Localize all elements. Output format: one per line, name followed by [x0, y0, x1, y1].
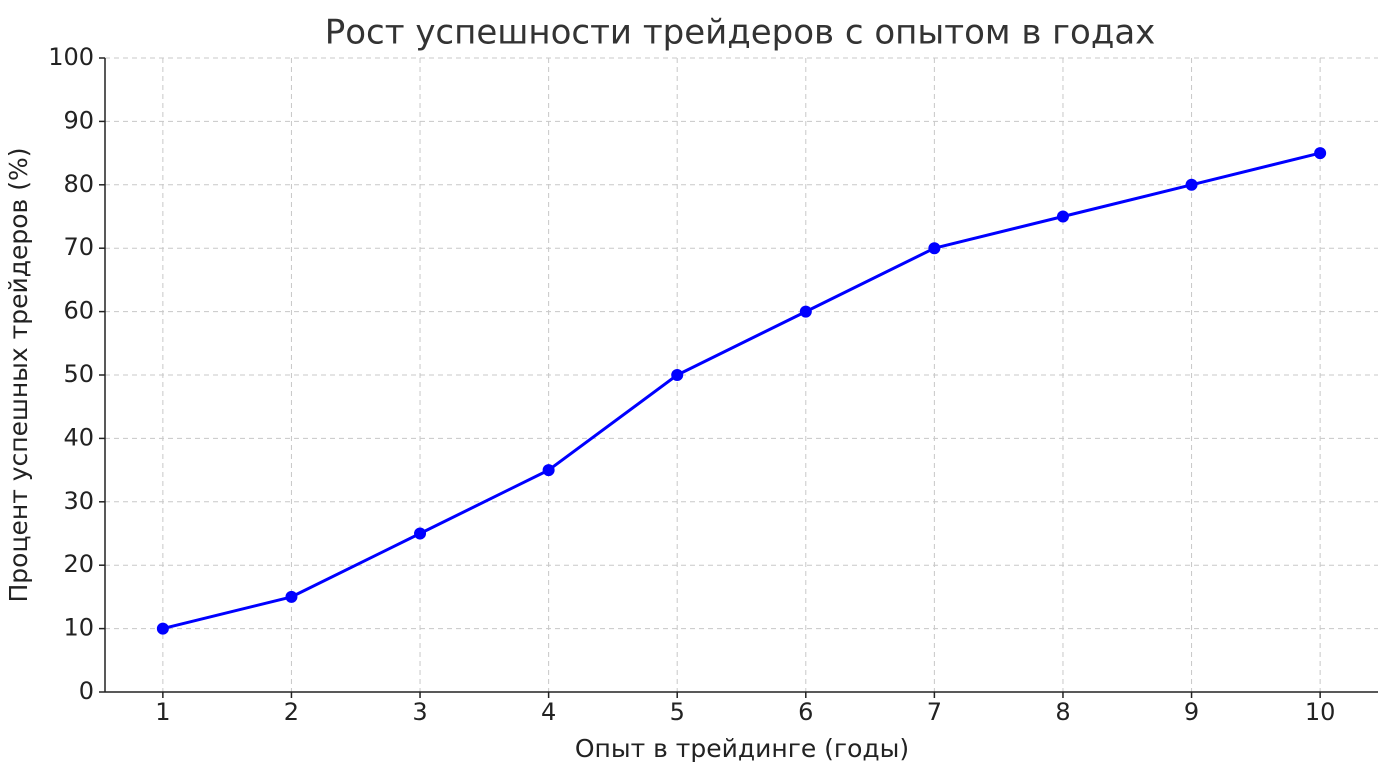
x-tick-label: 6	[798, 698, 813, 726]
x-axis-label: Опыт в трейдинге (годы)	[575, 734, 909, 763]
data-point	[1056, 210, 1069, 223]
data-point	[542, 464, 555, 477]
data-point	[1314, 147, 1327, 160]
data-point	[156, 622, 169, 635]
data-point	[671, 369, 684, 381]
x-tick-label: 8	[1055, 698, 1070, 726]
y-tick-label: 20	[63, 550, 94, 578]
data-line	[162, 151, 1321, 631]
y-tick-label: 0	[79, 677, 94, 705]
x-tick-label: 10	[1305, 698, 1336, 726]
chart-title: Рост успешности трейдеров с опытом в год…	[325, 13, 1156, 53]
x-tick-label: 9	[1184, 698, 1199, 726]
x-tick-label: 3	[412, 698, 427, 726]
x-tick-label: 7	[927, 698, 942, 726]
x-tick-label: 4	[541, 698, 556, 726]
x-tick-label: 2	[284, 698, 299, 726]
x-tick-label: 5	[670, 698, 685, 726]
y-tick-label: 100	[48, 43, 94, 71]
data-point	[799, 305, 812, 318]
data-point	[1185, 178, 1198, 191]
x-tick-label: 1	[155, 698, 170, 726]
y-tick-label: 90	[63, 106, 94, 134]
y-tick-label: 10	[63, 614, 94, 642]
data-point	[928, 242, 941, 255]
data-point	[285, 590, 298, 603]
y-tick-label: 80	[63, 170, 94, 198]
y-axis-label: Процент успешных трейдеров (%)	[4, 147, 33, 602]
y-tick-label: 70	[63, 233, 94, 261]
y-tick-label: 60	[63, 297, 94, 325]
y-tick-label: 30	[63, 487, 94, 515]
y-tick-label: 40	[63, 423, 94, 451]
y-tick-label: 50	[63, 360, 94, 388]
data-point	[414, 527, 427, 540]
